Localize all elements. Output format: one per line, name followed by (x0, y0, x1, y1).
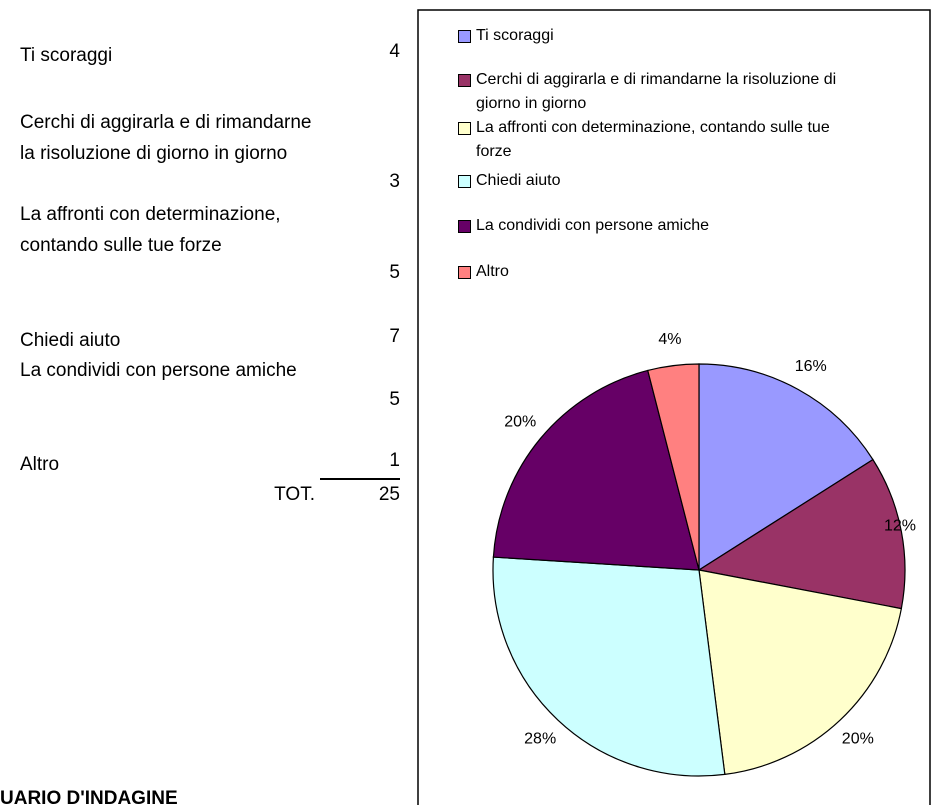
row-count: 3 (389, 171, 400, 192)
pie-slice (698, 363, 874, 572)
legend-entry: Cerchi di aggirarla e di rimandarne la r… (458, 68, 838, 116)
row-label: La affronti con determinazione, contando… (20, 204, 281, 256)
legend-entry: Chiedi aiuto (458, 169, 838, 193)
slice-label: 4% (658, 331, 681, 348)
pie-slice (697, 458, 906, 610)
row-count: 7 (389, 326, 400, 347)
slice-label: 12% (884, 518, 916, 535)
legend-swatch (458, 175, 471, 188)
legend-swatch (458, 122, 471, 135)
legend-label: La condividi con persone amiche (476, 217, 710, 234)
row-label: La condividi con persone amiche (20, 360, 297, 381)
row-label: Cerchi di aggirarla e di rimandarne la r… (20, 112, 312, 164)
legend-swatch (458, 30, 471, 43)
row-count: 5 (389, 262, 400, 283)
legend-label: La affronti con determinazione, contando… (476, 119, 830, 160)
pie-slice (492, 556, 726, 777)
row-count: 1 (389, 450, 400, 471)
sum-line (320, 478, 400, 480)
legend-entry: Altro (458, 260, 838, 284)
legend-swatch (458, 220, 471, 233)
slice-label: 28% (524, 730, 556, 747)
legend-label: Chiedi aiuto (476, 172, 561, 189)
legend-swatch (458, 266, 471, 279)
legend-entry: La condividi con persone amiche (458, 214, 838, 238)
total-label: TOT. (274, 484, 315, 505)
slice-label: 16% (795, 358, 827, 375)
legend-swatch (458, 74, 471, 87)
row-count: 4 (389, 41, 400, 62)
slice-label: 20% (504, 413, 536, 430)
pie-slice (647, 363, 700, 571)
legend-entry: Ti scoraggi (458, 24, 838, 48)
legend-label: Altro (476, 263, 509, 280)
legend-entry: La affronti con determinazione, contando… (458, 116, 838, 164)
row-label: Ti scoraggi (20, 45, 113, 66)
pie-slice (698, 569, 903, 776)
row-count: 5 (389, 389, 400, 410)
row-label: Chiedi aiuto (20, 330, 121, 351)
slice-label: 20% (842, 730, 874, 747)
footer-title: UARIO D'INDAGINE (0, 788, 178, 809)
legend-label: Cerchi di aggirarla e di rimandarne la r… (476, 71, 837, 112)
total-value: 25 (378, 484, 400, 505)
pie-slice (492, 369, 700, 571)
legend-label: Ti scoraggi (476, 27, 554, 44)
row-label: Altro (20, 454, 60, 475)
